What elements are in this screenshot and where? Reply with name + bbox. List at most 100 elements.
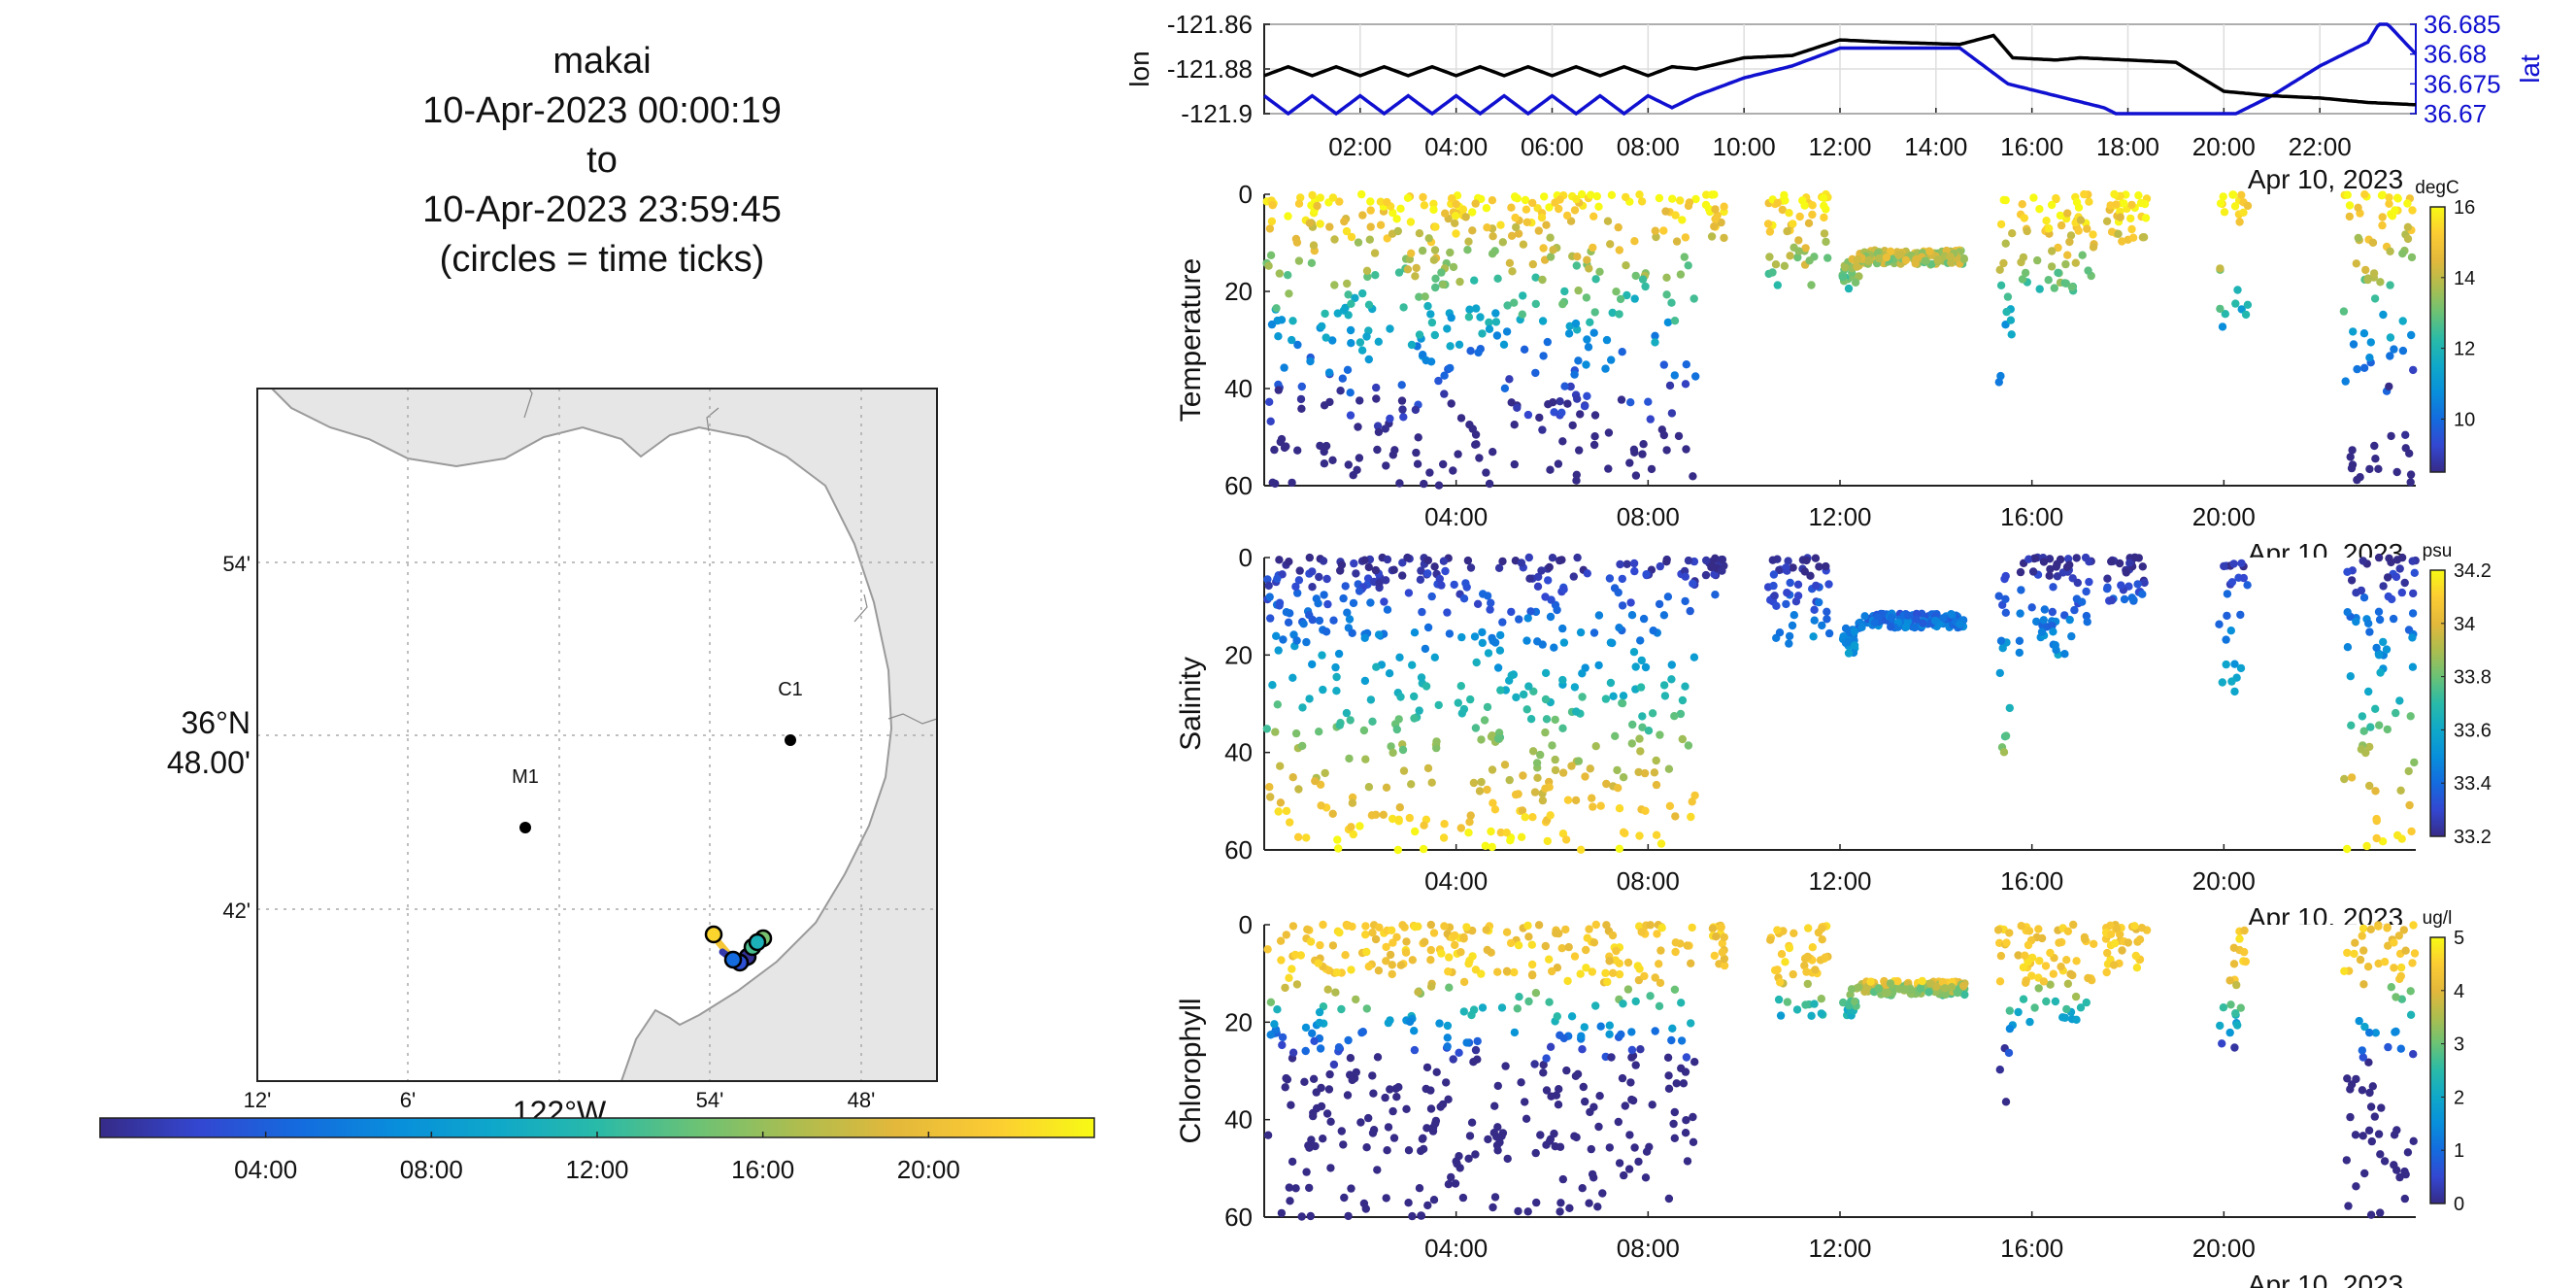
data-point	[2002, 938, 2011, 947]
data-point	[2062, 1004, 2071, 1014]
data-point	[1418, 1135, 1427, 1143]
data-point	[2371, 787, 2380, 796]
data-point	[1999, 258, 2008, 268]
data-point	[1712, 932, 1721, 941]
scatter-colorbar-tick-label: 33.6	[2454, 720, 2492, 741]
data-point	[1338, 374, 1348, 383]
time-tick-circle	[748, 932, 767, 952]
data-point	[1589, 938, 1599, 947]
data-point	[1339, 1140, 1348, 1149]
data-point	[1372, 662, 1381, 671]
data-point	[1685, 198, 1694, 207]
data-point	[1585, 925, 1593, 933]
data-point	[1474, 348, 1483, 357]
ts-x-tick-label: 18:00	[2096, 132, 2159, 161]
data-point	[1397, 381, 1406, 390]
ts-x-tick-label: 12:00	[1808, 132, 1871, 161]
data-point	[1353, 465, 1361, 474]
data-point	[1511, 790, 1521, 799]
data-point	[2390, 1161, 2398, 1169]
data-point	[1664, 1194, 1674, 1203]
data-point	[1996, 951, 2006, 961]
data-point	[2089, 230, 2097, 239]
data-point	[1298, 703, 1307, 712]
data-point	[1532, 1198, 1541, 1207]
ts-y-tick-label-right: 36.685	[2424, 10, 2501, 39]
data-point	[1595, 267, 1604, 276]
data-point	[1411, 272, 1420, 281]
data-point	[1355, 454, 1364, 462]
scatter-y-tick-label: 20	[1224, 1007, 1253, 1036]
data-point	[1351, 293, 1359, 302]
scatter-colorbar-tick-label: 0	[2454, 1194, 2464, 1215]
data-point	[1510, 298, 1519, 307]
data-point	[1720, 932, 1729, 942]
data-point	[1655, 960, 1663, 968]
data-point	[1445, 953, 1454, 962]
data-point	[1355, 822, 1364, 830]
data-point	[1537, 566, 1546, 575]
data-point	[1379, 810, 1388, 819]
data-point	[1415, 229, 1424, 238]
data-point	[2386, 281, 2394, 289]
data-point	[1314, 599, 1322, 608]
data-point	[2054, 268, 2062, 277]
data-point	[2133, 580, 2142, 589]
data-point	[1475, 787, 1485, 796]
data-point	[1416, 575, 1425, 584]
data-point	[2379, 637, 2388, 647]
data-point	[2044, 276, 2053, 285]
data-point	[1426, 956, 1435, 965]
data-point	[1288, 1157, 1297, 1167]
data-point	[1423, 556, 1433, 565]
data-point	[1368, 1071, 1377, 1080]
data-point	[1346, 389, 1355, 397]
data-point	[1605, 957, 1614, 966]
data-point	[1366, 197, 1375, 206]
data-point	[1624, 1165, 1634, 1173]
data-point	[1274, 386, 1284, 394]
data-point	[1635, 831, 1644, 840]
data-point	[1431, 274, 1440, 283]
data-point	[1639, 440, 1648, 449]
data-point	[1300, 1077, 1309, 1087]
data-point	[2220, 208, 2229, 217]
data-point	[1354, 238, 1363, 247]
data-point	[1417, 1211, 1426, 1220]
data-point	[1336, 387, 1345, 395]
data-point	[1524, 682, 1533, 691]
data-point	[1607, 1053, 1616, 1062]
data-point	[1785, 943, 1794, 953]
data-point	[1614, 784, 1623, 793]
data-point	[2377, 191, 2387, 200]
data-point	[2370, 441, 2379, 451]
data-point	[1502, 829, 1511, 837]
data-point	[1583, 255, 1591, 264]
data-point	[1720, 233, 1728, 243]
data-point	[1343, 922, 1352, 931]
data-point	[1995, 668, 2004, 678]
data-point	[1431, 1119, 1440, 1128]
time-colorbar-label: 12:00	[565, 1155, 628, 1184]
data-point	[1287, 1101, 1295, 1109]
data-point	[1274, 807, 1283, 816]
data-point	[1519, 240, 1528, 249]
data-point	[2403, 234, 2413, 244]
data-point	[1334, 1043, 1344, 1052]
data-point	[2408, 959, 2417, 967]
data-point	[1774, 995, 1784, 1004]
data-point	[1583, 335, 1591, 344]
data-point	[1785, 631, 1794, 641]
data-point	[1618, 348, 1626, 356]
data-point	[2103, 583, 2112, 592]
data-point	[1671, 947, 1680, 957]
data-point	[1806, 571, 1815, 580]
scatter-y-tick-label: 0	[1239, 910, 1253, 939]
data-point	[1348, 798, 1357, 807]
data-point	[2351, 1131, 2360, 1139]
data-point	[1459, 594, 1469, 603]
data-point	[1446, 363, 1455, 373]
data-point	[1408, 1211, 1417, 1221]
data-point	[1783, 998, 1792, 1006]
data-point	[2385, 382, 2393, 391]
